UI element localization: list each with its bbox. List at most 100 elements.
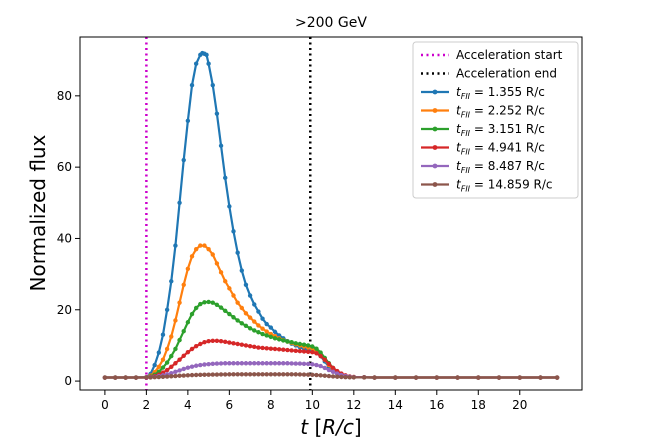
- data-point: [152, 375, 157, 380]
- data-point: [227, 340, 232, 345]
- x-tick-label: 18: [471, 398, 486, 412]
- x-tick-label: 6: [226, 398, 234, 412]
- data-point: [281, 338, 286, 343]
- data-point: [210, 82, 215, 88]
- data-point: [177, 337, 182, 343]
- data-point: [227, 286, 232, 291]
- data-point: [214, 111, 220, 116]
- data-point: [218, 372, 224, 377]
- data-point: [235, 341, 240, 347]
- data-point: [318, 373, 323, 378]
- data-point: [123, 375, 128, 380]
- data-point: [189, 311, 195, 317]
- data-point: [281, 372, 286, 377]
- data-point: [264, 333, 269, 338]
- data-point: [310, 350, 315, 355]
- y-tick-label: 80: [57, 89, 72, 103]
- data-point: [164, 307, 170, 312]
- legend-marker: [432, 108, 438, 113]
- legend-value: = 3.151 R/c: [470, 122, 545, 136]
- data-point: [281, 347, 286, 352]
- data-point: [301, 342, 307, 347]
- data-point: [181, 373, 186, 378]
- data-point: [214, 261, 220, 266]
- data-point: [169, 334, 174, 339]
- data-point: [169, 279, 174, 284]
- data-point: [169, 374, 174, 379]
- data-point: [239, 321, 244, 326]
- data-point: [285, 372, 290, 377]
- data-point: [252, 361, 257, 366]
- data-point: [252, 344, 257, 350]
- data-point: [243, 323, 249, 329]
- data-point: [231, 229, 236, 234]
- x-label-var: t: [300, 415, 309, 439]
- data-point: [343, 374, 348, 380]
- data-point: [181, 353, 186, 358]
- data-point: [185, 266, 191, 271]
- data-point: [210, 372, 215, 377]
- data-point: [218, 270, 224, 275]
- data-point: [272, 336, 278, 341]
- data-point: [347, 375, 352, 380]
- data-point: [185, 365, 191, 370]
- data-point: [264, 346, 269, 351]
- data-point: [198, 243, 203, 248]
- chart-title: >200 GeV: [295, 15, 367, 31]
- data-point: [235, 300, 240, 305]
- data-point: [326, 361, 332, 367]
- data-point: [133, 375, 139, 380]
- data-point: [314, 351, 319, 356]
- legend-label: tFII = 14.859 R/c: [456, 178, 553, 194]
- x-axis-ticks: 0 2 4 6 8 10 12 14 16 18 20: [101, 390, 527, 412]
- data-point: [256, 361, 261, 366]
- y-tick-label: 20: [57, 303, 72, 317]
- data-point: [102, 375, 108, 380]
- data-point: [156, 374, 162, 380]
- x-label-num: R/c: [322, 415, 354, 439]
- legend-value: = 2.252 R/c: [470, 104, 545, 118]
- data-point: [260, 331, 265, 337]
- data-point: [223, 372, 228, 377]
- legend-subscript: FII: [461, 148, 471, 157]
- data-point: [318, 350, 323, 355]
- data-point: [293, 372, 298, 377]
- data-point: [264, 329, 269, 334]
- data-point: [231, 372, 236, 377]
- data-point: [326, 367, 332, 373]
- data-point: [256, 372, 261, 377]
- legend-value: = 14.859 R/c: [470, 178, 552, 192]
- data-point: [181, 157, 186, 163]
- data-point: [264, 372, 269, 377]
- y-tick-label: 0: [64, 374, 72, 388]
- data-point: [318, 353, 323, 359]
- data-point: [351, 375, 357, 380]
- legend-label: tFII = 3.151 R/c: [456, 122, 545, 138]
- data-point: [256, 323, 261, 328]
- data-point: [252, 302, 257, 307]
- data-point: [227, 311, 232, 317]
- data-point: [314, 346, 319, 351]
- data-point: [231, 315, 236, 320]
- data-point: [496, 375, 502, 380]
- data-point: [177, 368, 182, 373]
- data-point: [260, 345, 265, 351]
- data-point: [218, 143, 224, 148]
- data-point: [218, 361, 224, 366]
- data-point: [156, 364, 162, 370]
- data-point: [227, 372, 232, 377]
- data-point: [293, 341, 298, 346]
- data-point: [330, 369, 336, 375]
- data-point: [185, 320, 191, 325]
- data-point: [301, 361, 307, 366]
- data-point: [272, 361, 278, 366]
- data-point: [204, 52, 209, 58]
- data-point: [198, 341, 203, 347]
- data-point: [289, 361, 294, 366]
- y-axis-ticks: 0 20 40 60 80: [57, 89, 80, 388]
- data-point: [256, 330, 261, 335]
- data-point: [177, 200, 182, 205]
- data-point: [281, 361, 286, 366]
- data-point: [239, 361, 244, 366]
- data-point: [243, 372, 249, 377]
